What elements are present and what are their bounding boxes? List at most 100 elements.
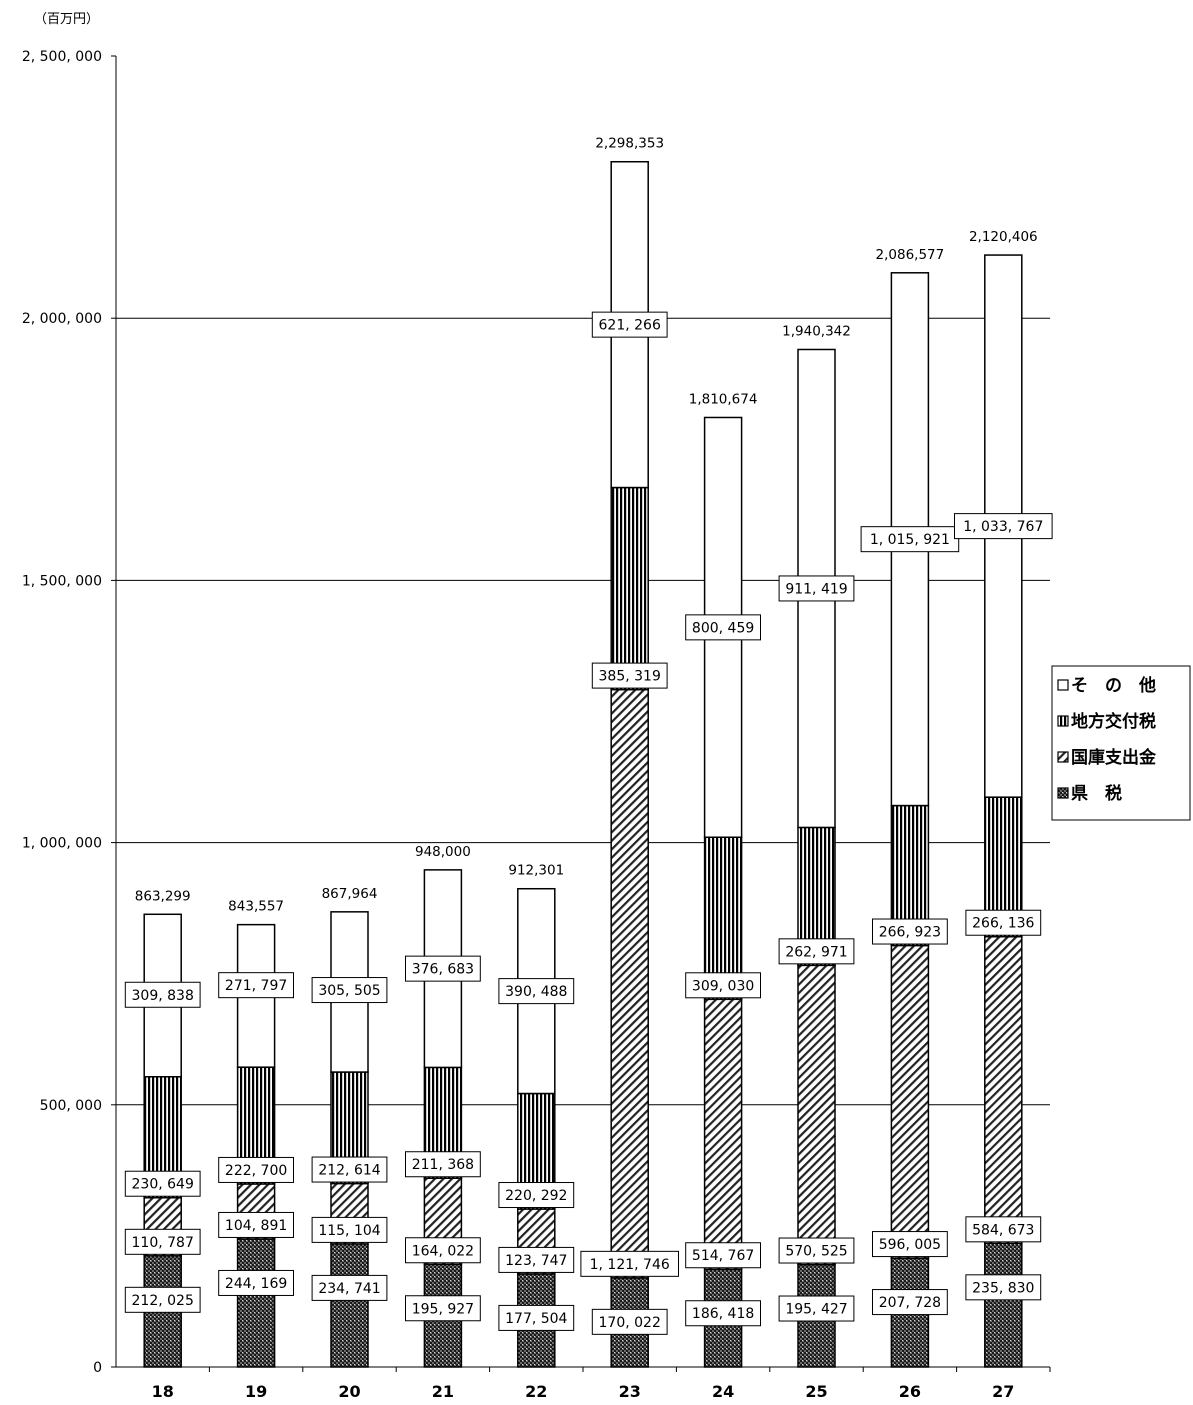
data-label: 195, 927 (405, 1295, 481, 1322)
bar-segment (610, 688, 649, 1279)
x-tick-label: 27 (992, 1382, 1014, 1401)
data-label: 230, 649 (124, 1170, 201, 1197)
data-label: 570, 525 (778, 1237, 855, 1264)
svg-text:104, 891: 104, 891 (225, 1218, 287, 1234)
x-tick-label: 18 (152, 1382, 174, 1401)
legend-box (1051, 665, 1191, 821)
svg-text:800, 459: 800, 459 (692, 620, 754, 636)
svg-text:266, 923: 266, 923 (879, 925, 941, 941)
svg-text:911, 419: 911, 419 (785, 581, 847, 597)
label-layer: 212, 025 110, 787 230, 649 309, 838 863,299 2… (124, 136, 1053, 1335)
legend-swatch (1057, 679, 1069, 691)
svg-text:177, 504: 177, 504 (505, 1311, 567, 1327)
data-label: 1, 033, 767 (954, 513, 1053, 540)
data-label: 514, 767 (685, 1242, 762, 1269)
bar-segment (984, 935, 1023, 1245)
svg-text:584, 673: 584, 673 (972, 1222, 1034, 1238)
bar-segment (984, 1242, 1023, 1368)
data-label: 212, 614 (311, 1156, 388, 1183)
svg-text:514, 767: 514, 767 (692, 1248, 754, 1264)
total-label: 1,810,674 (689, 391, 758, 407)
svg-text:211, 368: 211, 368 (412, 1157, 474, 1173)
svg-text:309, 838: 309, 838 (132, 988, 194, 1004)
y-axis-unit-label: （百万円） (34, 12, 100, 27)
svg-text:1, 015, 921: 1, 015, 921 (870, 532, 950, 548)
svg-text:234, 741: 234, 741 (318, 1281, 380, 1297)
svg-text:596, 005: 596, 005 (879, 1237, 941, 1253)
bar-segment (703, 836, 743, 1001)
total-label: 912,301 (508, 863, 564, 879)
y-tick-label: 2, 500, 000 (22, 49, 102, 65)
data-label: 385, 319 (591, 662, 668, 689)
data-label: 234, 741 (311, 1274, 388, 1301)
svg-text:570, 525: 570, 525 (785, 1244, 847, 1260)
legend-swatch (1057, 715, 1069, 727)
svg-text:207, 728: 207, 728 (879, 1295, 941, 1311)
total-label: 2,086,577 (876, 247, 945, 263)
x-tick-label: 25 (805, 1382, 827, 1401)
data-label: 390, 488 (498, 978, 575, 1005)
total-label: 1,940,342 (782, 323, 851, 339)
svg-text:235, 830: 235, 830 (972, 1280, 1034, 1296)
svg-text:110, 787: 110, 787 (132, 1235, 194, 1251)
data-label: 266, 136 (965, 909, 1042, 936)
x-tick-label: 21 (432, 1382, 454, 1401)
data-label: 115, 104 (311, 1216, 388, 1243)
data-label: 309, 030 (685, 972, 762, 999)
svg-text:1, 121, 746: 1, 121, 746 (590, 1257, 670, 1273)
data-label: 207, 728 (872, 1289, 948, 1316)
data-label: 110, 787 (124, 1228, 201, 1255)
svg-text:195, 427: 195, 427 (785, 1302, 847, 1318)
data-label: 212, 025 (124, 1286, 201, 1313)
svg-text:309, 030: 309, 030 (692, 978, 754, 994)
total-label: 948,000 (415, 844, 471, 860)
svg-text:115, 104: 115, 104 (318, 1223, 380, 1239)
svg-text:230, 649: 230, 649 (132, 1177, 194, 1193)
bar-segment (610, 486, 649, 691)
bar-layer (143, 160, 1023, 1368)
svg-text:621, 266: 621, 266 (599, 318, 661, 334)
total-label: 2,298,353 (595, 136, 664, 152)
data-label: 911, 419 (778, 575, 855, 602)
svg-text:220, 292: 220, 292 (505, 1188, 567, 1204)
data-label: 104, 891 (218, 1211, 294, 1238)
data-label: 1, 121, 746 (580, 1250, 680, 1277)
svg-text:212, 614: 212, 614 (318, 1163, 380, 1179)
y-tick-label: 500, 000 (40, 1098, 102, 1114)
y-tick-label: 2, 000, 000 (22, 311, 102, 327)
bar-segment (703, 998, 743, 1270)
svg-text:305, 505: 305, 505 (318, 983, 380, 999)
svg-text:170, 022: 170, 022 (599, 1315, 661, 1331)
svg-text:164, 022: 164, 022 (412, 1243, 474, 1259)
svg-text:385, 319: 385, 319 (599, 669, 661, 685)
svg-text:244, 169: 244, 169 (225, 1276, 287, 1292)
x-tick-label: 23 (619, 1382, 641, 1401)
data-label: 584, 673 (965, 1216, 1042, 1243)
x-tick-label: 22 (525, 1382, 547, 1401)
data-label: 800, 459 (685, 614, 762, 641)
data-label: 1, 015, 921 (860, 526, 960, 553)
bar-segment (797, 964, 836, 1266)
total-label: 2,120,406 (969, 229, 1038, 245)
legend-label: 地方交付税 (1071, 711, 1156, 732)
data-label: 170, 022 (591, 1308, 668, 1335)
svg-text:186, 418: 186, 418 (692, 1306, 754, 1322)
data-label: 177, 504 (498, 1304, 575, 1331)
data-label: 123, 747 (498, 1246, 575, 1273)
y-tick-label: 1, 000, 000 (22, 836, 102, 852)
svg-text:266, 136: 266, 136 (972, 916, 1034, 932)
data-label: 244, 169 (218, 1269, 294, 1296)
data-label: 271, 797 (218, 972, 294, 999)
svg-text:1, 033, 767: 1, 033, 767 (963, 519, 1043, 535)
data-label: 222, 700 (218, 1156, 294, 1183)
svg-text:222, 700: 222, 700 (225, 1163, 287, 1179)
data-label: 621, 266 (591, 311, 668, 338)
legend-label: 国庫支出金 (1071, 747, 1157, 768)
data-label: 305, 505 (311, 977, 388, 1004)
data-label: 596, 005 (872, 1231, 948, 1258)
bar-segment (890, 944, 930, 1259)
legend-label: 県 税 (1071, 783, 1122, 804)
data-label: 235, 830 (965, 1274, 1042, 1301)
svg-text:212, 025: 212, 025 (132, 1293, 194, 1309)
